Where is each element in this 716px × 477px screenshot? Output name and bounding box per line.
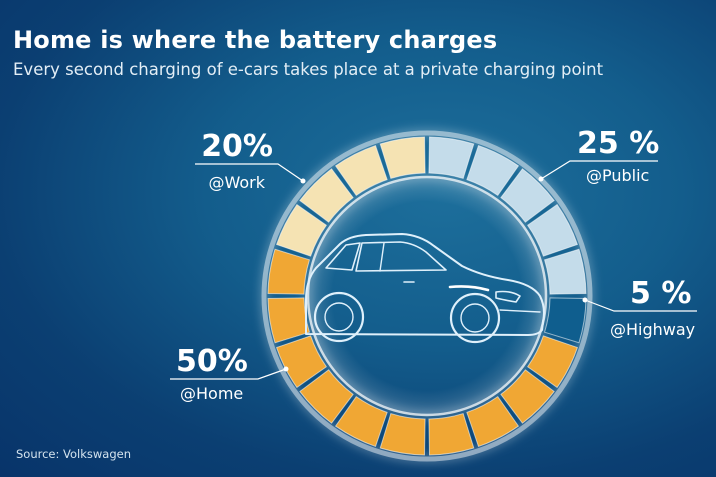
- ring-segment-public: [543, 248, 587, 295]
- ring-segment-public: [500, 168, 555, 223]
- chart-title: Home is where the battery charges: [13, 26, 498, 54]
- ring-segment-home: [267, 297, 311, 344]
- leader-highway: [584, 299, 697, 312]
- leader-work: [195, 163, 304, 182]
- source-note: Source: Volkswagen: [16, 447, 131, 461]
- leader-public: [540, 160, 658, 180]
- highway-label: @Highway: [610, 320, 695, 339]
- home-label: @Home: [180, 384, 243, 403]
- ring-segment-home: [275, 335, 328, 389]
- leader-dots: [283, 176, 588, 372]
- ring-segments: [267, 136, 587, 456]
- work-percent: 20%: [201, 129, 273, 164]
- ring-segment-home: [526, 335, 579, 389]
- work-label: @Work: [208, 173, 265, 192]
- ring-inner-edge: [306, 175, 548, 417]
- ring-segment-home: [299, 369, 354, 424]
- ring-segment-work: [275, 203, 328, 257]
- ring-segment-highway: [543, 297, 587, 344]
- ring-segment-home: [428, 412, 475, 456]
- home-percent: 50%: [176, 344, 248, 379]
- leader-lines: [170, 160, 697, 380]
- ring-segment-home: [466, 395, 520, 448]
- ring-segment-public: [428, 136, 475, 180]
- public-label: @Public: [586, 166, 649, 185]
- highway-percent: 5 %: [630, 276, 691, 311]
- ring-segment-home: [500, 369, 555, 424]
- leader-home: [170, 368, 287, 380]
- ring-segment-home: [267, 248, 311, 295]
- public-percent: 25 %: [577, 126, 659, 161]
- ring-segment-public: [526, 203, 579, 257]
- car-illustration: [305, 233, 545, 344]
- ring-segment-work: [379, 136, 426, 180]
- ring-inner-glow: [309, 178, 545, 414]
- ring-segment-home: [334, 395, 388, 448]
- ring-segment-public: [466, 144, 520, 197]
- chart-subtitle: Every second charging of e-cars takes pl…: [13, 60, 604, 79]
- ring-segment-work: [334, 144, 388, 197]
- ring-segment-home: [379, 412, 426, 456]
- ring-segment-work: [299, 168, 354, 223]
- ring-glow: [261, 130, 593, 462]
